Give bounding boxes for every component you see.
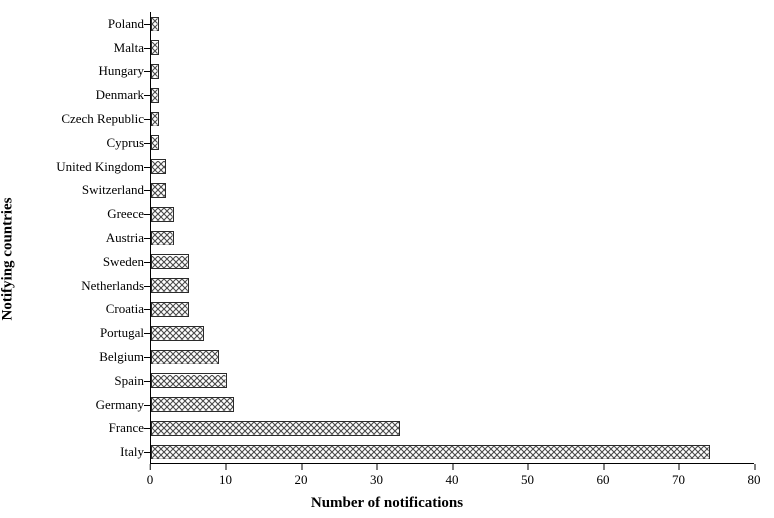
bar: [151, 278, 189, 293]
bar: [151, 159, 166, 174]
bar: [151, 135, 159, 150]
x-tick: 60: [597, 472, 610, 488]
x-axis-label: Number of notifications: [0, 495, 774, 512]
y-tick: United Kingdom: [56, 159, 144, 175]
x-tick: 50: [521, 472, 534, 488]
x-tick: 0: [147, 472, 154, 488]
bar: [151, 254, 189, 269]
y-tick: Germany: [96, 397, 144, 413]
y-tick: Sweden: [103, 254, 144, 270]
bar: [151, 326, 204, 341]
y-tick: Austria: [106, 230, 144, 246]
bar: [151, 231, 174, 246]
bar: [151, 112, 159, 127]
y-tick: Hungary: [99, 63, 145, 79]
x-tick: 70: [672, 472, 685, 488]
y-tick: Czech Republic: [61, 111, 144, 127]
y-tick: Croatia: [106, 301, 144, 317]
x-tick-labels: 01020304050607080: [150, 464, 754, 488]
bar: [151, 397, 234, 412]
y-tick: Italy: [120, 444, 144, 460]
x-tick: 20: [295, 472, 308, 488]
y-tick: Netherlands: [81, 278, 144, 294]
bar: [151, 64, 159, 79]
bar: [151, 183, 166, 198]
y-tick: Spain: [114, 373, 144, 389]
x-tick: 30: [370, 472, 383, 488]
plot-area: [150, 12, 754, 464]
y-tick: Greece: [107, 206, 144, 222]
y-tick-labels: Poland Malta Hungary Denmark Czech Republic C…: [0, 12, 150, 464]
x-tick: 10: [219, 472, 232, 488]
x-tick: 40: [446, 472, 459, 488]
y-tick: France: [109, 420, 144, 436]
bar: [151, 350, 219, 365]
y-tick: Switzerland: [82, 182, 144, 198]
y-tick: Malta: [114, 40, 144, 56]
bar: [151, 88, 159, 103]
x-tick: 80: [748, 472, 761, 488]
bar: [151, 445, 710, 460]
y-tick: Denmark: [96, 87, 144, 103]
bar: [151, 302, 189, 317]
bar: [151, 207, 174, 222]
bar: [151, 40, 159, 55]
y-tick: Poland: [108, 16, 144, 32]
bar: [151, 373, 227, 388]
y-tick: Cyprus: [106, 135, 144, 151]
notifications-bar-chart: Notifying countries Number of notificati…: [0, 0, 774, 518]
y-tick: Portugal: [100, 325, 144, 341]
y-tick: Belgium: [99, 349, 144, 365]
bar: [151, 17, 159, 32]
bar: [151, 421, 400, 436]
